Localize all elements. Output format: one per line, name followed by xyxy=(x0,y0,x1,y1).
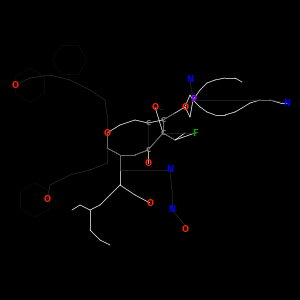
Text: N: N xyxy=(284,98,290,107)
Text: C: C xyxy=(160,117,166,123)
Text: O: O xyxy=(146,199,154,208)
Text: O: O xyxy=(182,226,188,235)
Text: O: O xyxy=(103,128,110,137)
Text: N: N xyxy=(167,166,173,175)
Text: O: O xyxy=(44,196,50,205)
Text: P: P xyxy=(190,95,196,104)
Text: N: N xyxy=(187,76,194,85)
Text: O: O xyxy=(182,103,188,112)
Text: O: O xyxy=(152,103,158,112)
Text: N: N xyxy=(169,206,176,214)
Text: C: C xyxy=(146,147,151,153)
Text: O: O xyxy=(11,80,19,89)
Text: F: F xyxy=(192,128,198,137)
Text: C: C xyxy=(146,120,151,126)
Text: O: O xyxy=(145,158,152,167)
Text: C: C xyxy=(160,130,166,136)
